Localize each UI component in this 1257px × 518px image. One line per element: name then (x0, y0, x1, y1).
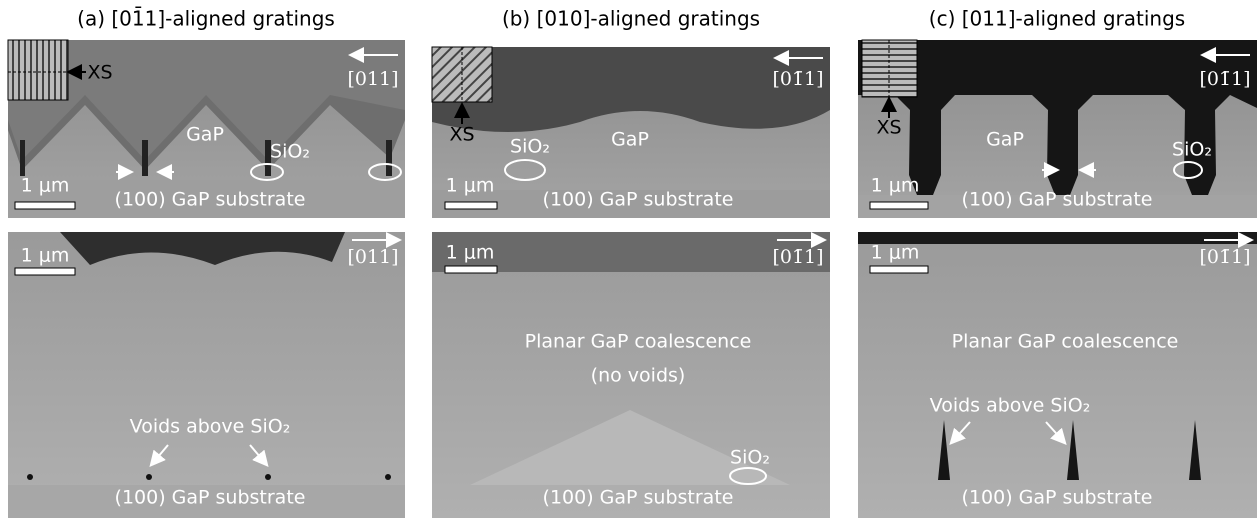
panel-title: (a) [01̄1]-aligned gratings (77, 6, 335, 31)
oxide-label: SiO₂ (270, 141, 310, 163)
coalescence-label: Planar GaP coalescence (952, 331, 1179, 353)
scale-bar-label: 1 μm (871, 242, 920, 264)
shape (265, 474, 271, 480)
direction-label: [01̄1] (1199, 68, 1250, 90)
direction-label: [01̄1] (772, 68, 823, 90)
page: SEM cross-sections of GaP gratings {"pan… (0, 0, 1257, 518)
xs-label: XS (449, 124, 474, 146)
material-label: GaP (986, 129, 1024, 151)
direction-label: [011] (347, 246, 398, 268)
shape (146, 474, 152, 480)
xs-label: XS (876, 117, 901, 139)
oxide-label: SiO₂ (1172, 139, 1212, 161)
panel-title: (b) [010]-aligned gratings (502, 7, 760, 31)
shape (20, 140, 25, 176)
oxide-label: SiO₂ (730, 447, 770, 469)
scale-bar-label: 1 μm (21, 245, 70, 267)
scale-bar-label: 1 μm (21, 175, 70, 197)
sem-image: 1 μm [01̄1] Planar GaP coalescence (no v… (432, 232, 830, 518)
coalescence-label: Planar GaP coalescence (525, 331, 752, 353)
substrate-label: (100) GaP substrate (115, 189, 306, 211)
sem-image: 1 μm [011] Voids above SiO₂ (100) GaP su… (8, 232, 405, 518)
substrate-label: (100) GaP substrate (962, 487, 1153, 509)
shape (27, 474, 33, 480)
shape (15, 202, 75, 209)
shape (385, 474, 391, 480)
sem-image: XS [01̄1] SiO₂ GaP 1 μm (100) GaP substr… (432, 47, 830, 218)
scale-bar-label: 1 μm (871, 175, 920, 197)
substrate-label: (100) GaP substrate (115, 487, 306, 509)
substrate-label: (100) GaP substrate (543, 487, 734, 509)
material-label: GaP (186, 124, 224, 146)
shape (142, 140, 148, 176)
direction-label: [01̄1] (772, 246, 823, 268)
panel-title: (c) [011]-aligned gratings (929, 7, 1185, 31)
material-label: GaP (611, 129, 649, 151)
shape (445, 266, 497, 273)
sem-image: XS [01̄1] GaP SiO₂ 1 μm (100) GaP substr… (858, 40, 1257, 218)
note-label: (no voids) (591, 365, 686, 387)
body: (a) [01̄1]-aligned gratings (b) [010]-al… (0, 0, 1257, 518)
figure: (a) [01̄1]-aligned gratings (b) [010]-al… (0, 0, 1257, 518)
scale-bar-label: 1 μm (446, 175, 495, 197)
shape (858, 40, 1257, 95)
shape (386, 140, 392, 176)
direction-label: [01̄1] (1199, 246, 1250, 268)
shape (870, 266, 928, 273)
shape (15, 268, 75, 275)
oxide-label: SiO₂ (510, 136, 550, 158)
xs-label: XS (87, 62, 112, 84)
substrate-label: (100) GaP substrate (962, 189, 1153, 211)
shape (862, 40, 917, 97)
shape (8, 40, 68, 100)
substrate-label: (100) GaP substrate (543, 189, 734, 211)
voids-label: Voids above SiO₂ (130, 416, 291, 438)
direction-label: [011] (347, 68, 398, 90)
scale-bar-label: 1 μm (446, 242, 495, 264)
shape (870, 202, 928, 209)
voids-label: Voids above SiO₂ (930, 395, 1091, 417)
sem-image: XS [011] GaP SiO₂ 1 μm (100) GaP substra… (8, 40, 405, 218)
shape (445, 202, 497, 209)
sem-image: 1 μm [01̄1] Planar GaP coalescence Voids… (858, 232, 1257, 518)
